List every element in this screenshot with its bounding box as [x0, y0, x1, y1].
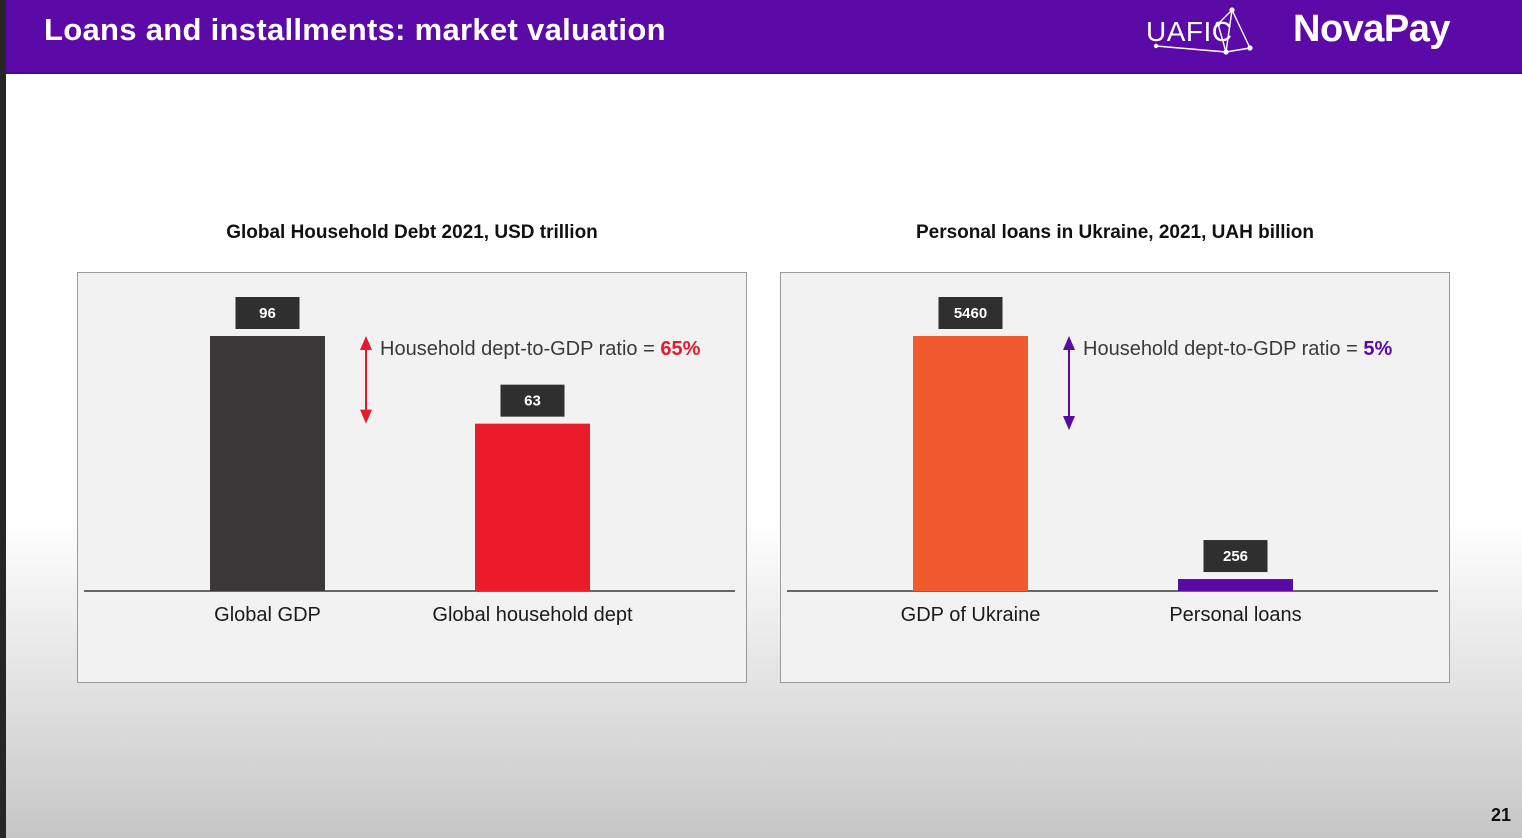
- chart-2-title: Personal loans in Ukraine, 2021, UAH bil…: [915, 222, 1315, 243]
- ratio-arrow: [1063, 336, 1075, 430]
- data-label-box: [938, 297, 1003, 329]
- uafic-logo-text: UAFIC: [1146, 16, 1233, 47]
- data-label-box: [235, 297, 300, 329]
- ratio-arrow: [360, 336, 372, 424]
- window-left-edge: [0, 0, 6, 838]
- category-label: GDP of Ukraine: [901, 604, 1041, 626]
- chart-1-svg: 96 Global GDP 63 Global household dept House…: [84, 297, 735, 626]
- ratio-annotation-value: 65%: [660, 338, 700, 360]
- bar-global-household-dept: [475, 423, 590, 591]
- category-label: Personal loans: [1169, 604, 1301, 626]
- data-label: 5460: [954, 305, 987, 322]
- chart-1-panel: 96 Global GDP 63 Global household dept House…: [77, 272, 747, 683]
- page-number: 21: [1490, 805, 1511, 825]
- ratio-annotation: Household dept-to-GDP ratio = 65%: [380, 338, 701, 360]
- ratio-annotation-value: 5%: [1363, 338, 1392, 360]
- data-label: 256: [1223, 548, 1248, 565]
- data-label: 63: [524, 393, 541, 410]
- data-label-box: [500, 384, 565, 417]
- bar-gdp-of-ukraine: [913, 336, 1028, 591]
- ratio-annotation-text: Household dept-to-GDP ratio =: [380, 338, 660, 360]
- bar-global-gdp: [210, 336, 325, 591]
- data-label: 96: [259, 305, 276, 322]
- data-label-box: [1203, 540, 1268, 573]
- network-icon: [1153, 7, 1253, 55]
- bar-personal-loans: [1178, 579, 1293, 591]
- chart-2-panel: 5460 GDP of Ukraine 256 Personal loans House…: [780, 272, 1450, 683]
- novapay-logo: NovaPay: [1293, 8, 1451, 50]
- chart-2-svg: 5460 GDP of Ukraine 256 Personal loans House…: [787, 297, 1438, 626]
- chart-1-title: Global Household Debt 2021, USD trillion: [226, 222, 598, 243]
- ratio-annotation: Household dept-to-GDP ratio = 5%: [1083, 338, 1392, 360]
- slide-title: Loans and installments: market valuation: [44, 12, 666, 47]
- slide-header: Loans and installments: market valuation…: [6, 0, 1522, 74]
- uafic-logo: UAFIC: [1146, 4, 1256, 58]
- category-label: Global GDP: [214, 604, 321, 626]
- category-label: Global household dept: [432, 604, 633, 626]
- ratio-annotation-text: Household dept-to-GDP ratio =: [1083, 338, 1363, 360]
